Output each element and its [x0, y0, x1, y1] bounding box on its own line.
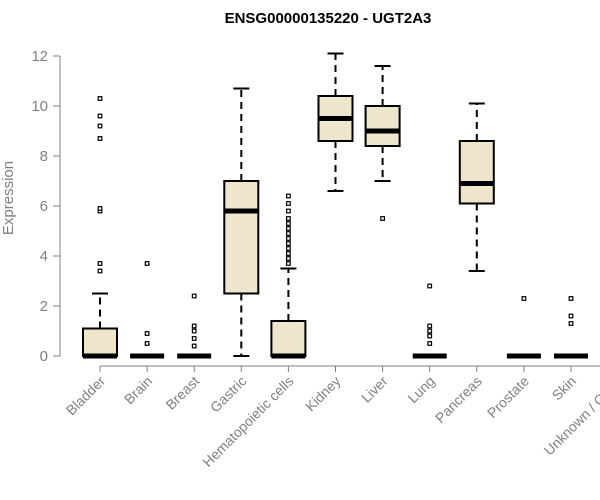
outlier-point — [97, 96, 103, 101]
box-liver — [364, 65, 401, 221]
box-iqr — [458, 140, 495, 205]
outlier-point — [286, 261, 291, 266]
box-kidney — [317, 52, 354, 192]
y-tick-label: 6 — [40, 198, 48, 215]
box-gastric — [223, 87, 260, 357]
outlier-point — [286, 231, 291, 236]
outlier-point — [286, 251, 291, 256]
outlier-point — [286, 216, 291, 221]
x-tick-label: Liver — [358, 373, 391, 406]
boxes-group — [82, 52, 588, 359]
x-tick-label: Gastric — [207, 373, 250, 416]
box-skin — [554, 296, 588, 359]
outlier-point — [521, 296, 527, 301]
outlier-point — [144, 341, 150, 346]
y-axis-label: Expression — [0, 161, 17, 235]
outlier-point — [191, 323, 197, 329]
outlier-point — [380, 216, 385, 221]
x-tick-label: Kidney — [302, 373, 344, 415]
outlier-point — [144, 331, 150, 336]
outlier-point — [97, 268, 103, 274]
box-breast — [177, 293, 212, 359]
outlier-point — [568, 296, 574, 301]
outlier-point — [286, 241, 291, 246]
outlier-point — [97, 136, 103, 141]
outlier-point — [427, 341, 433, 346]
y-tick-label: 12 — [31, 48, 48, 65]
box-iqr — [270, 320, 307, 357]
box-bladder — [82, 96, 118, 359]
box-pancreas — [458, 102, 495, 272]
x-tick-label: Brain — [121, 373, 155, 407]
outlier-point — [568, 313, 574, 319]
x-tick-label: Hematopoietic cells — [199, 373, 296, 470]
box-prostate — [506, 296, 541, 359]
outlier-point — [191, 328, 197, 334]
outlier-point — [427, 333, 433, 339]
x-tick-label: Prostate — [484, 373, 532, 421]
y-tick-label: 2 — [40, 298, 48, 315]
outlier-point — [568, 321, 574, 326]
box-lung — [412, 283, 447, 359]
outlier-point — [191, 343, 197, 349]
y-tick-label: 8 — [40, 148, 48, 165]
outlier-point — [286, 193, 291, 199]
outlier-point — [97, 206, 103, 211]
outlier-point — [97, 261, 103, 266]
box-iqr — [364, 105, 401, 147]
outlier-point — [427, 323, 433, 329]
chart-title: ENSG00000135220 - UGT2A3 — [225, 10, 432, 27]
outlier-point — [286, 208, 291, 214]
outlier-point — [286, 246, 291, 251]
outlier-point — [97, 113, 103, 119]
outlier-point — [286, 226, 291, 231]
outlier-point — [191, 293, 197, 299]
outlier-point — [427, 328, 433, 334]
box-brain — [130, 261, 165, 359]
y-tick-label: 4 — [40, 248, 48, 265]
outlier-point — [286, 236, 291, 241]
outlier-point — [97, 123, 103, 129]
outlier-point — [144, 261, 150, 266]
y-tick-label: 0 — [40, 348, 48, 365]
y-axis: 0 2 4 6 8 10 12 — [31, 48, 61, 365]
box-iqr — [223, 180, 260, 295]
x-tick-label: Bladder — [63, 373, 109, 419]
y-tick-label: 10 — [31, 98, 48, 115]
box-hematopoietic-cells — [270, 193, 307, 359]
box-iqr — [82, 327, 118, 357]
x-tick-label: Pancreas — [432, 373, 485, 426]
outlier-point — [286, 256, 291, 261]
outlier-point — [286, 201, 291, 206]
x-tick-label: Breast — [162, 373, 202, 413]
outlier-point — [286, 221, 291, 226]
x-tick-label: Lung — [404, 373, 437, 406]
outlier-point — [427, 283, 433, 289]
x-tick-label: Skin — [549, 373, 580, 404]
outlier-point — [191, 336, 197, 341]
